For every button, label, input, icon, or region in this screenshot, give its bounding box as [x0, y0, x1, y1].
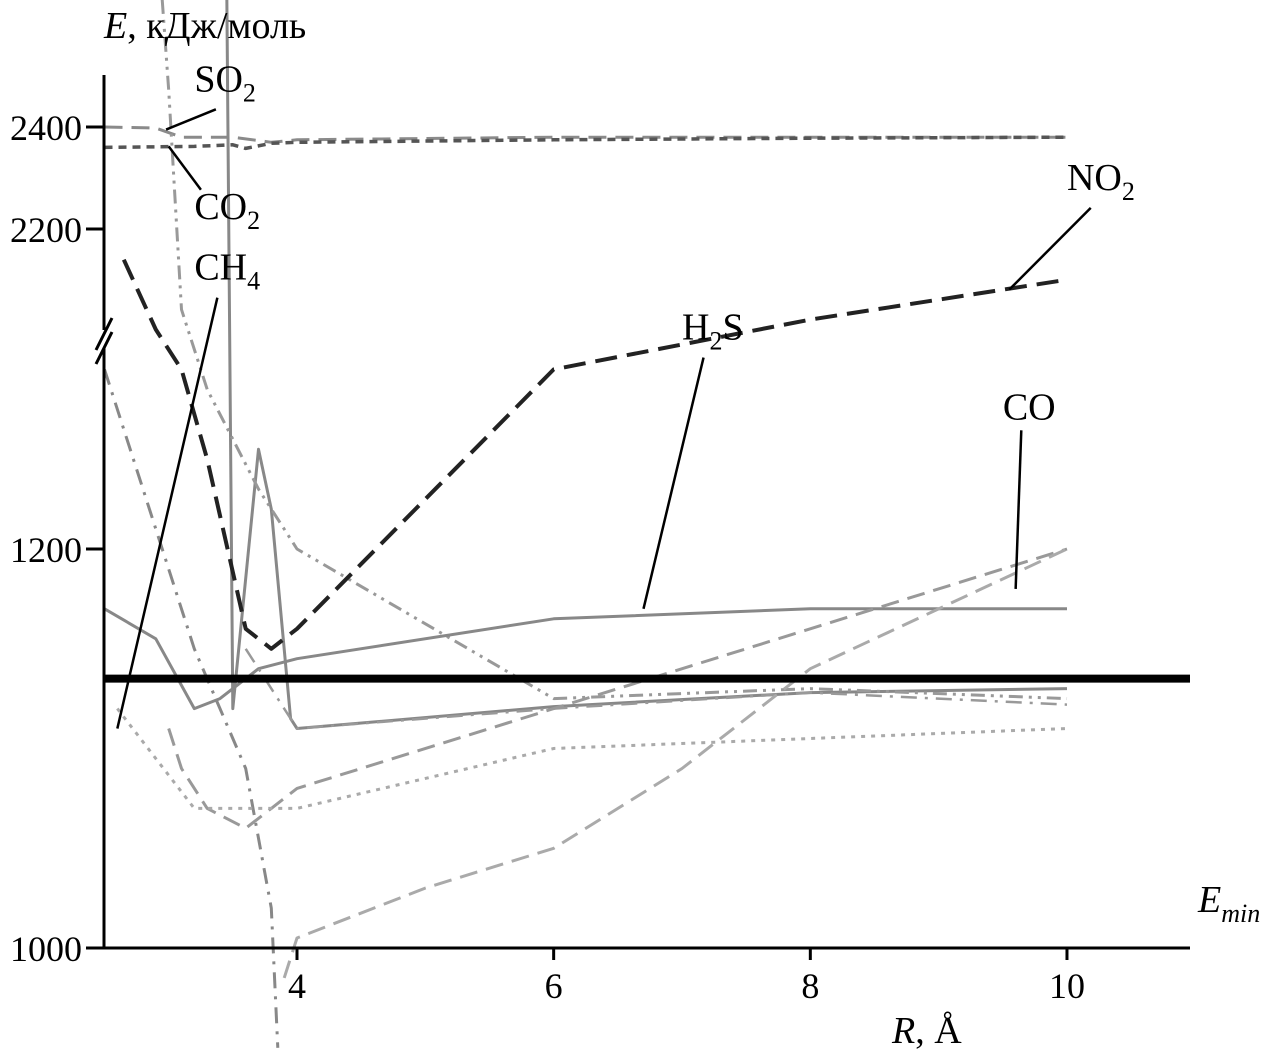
series-label-so2: SO2 — [194, 58, 256, 107]
series-line-h2s — [103, 607, 1067, 711]
series-label-no2: NO2 — [1067, 157, 1135, 206]
series-label-h2s: H2S — [682, 307, 744, 356]
x-tick-label: 6 — [545, 966, 563, 1006]
axis-break-mark — [94, 317, 114, 351]
y-tick-label: 2400 — [10, 108, 82, 148]
y-tick-label: 1200 — [10, 530, 82, 570]
axis-break-mark — [94, 331, 114, 365]
leader-lines-layer — [116, 108, 1092, 729]
series-layer — [103, 0, 1068, 1048]
leader-line-so2 — [165, 108, 217, 131]
y-tick-label: 2200 — [10, 210, 82, 250]
x-tick-label: 8 — [801, 966, 819, 1006]
series-label-co2: CO2 — [194, 186, 260, 235]
series-line-cl2 — [160, 0, 1068, 701]
series-line-ch4 — [103, 368, 280, 1048]
series-label-ch4: CH4 — [194, 247, 260, 296]
y-axis-title: E, кДж/моль — [103, 5, 306, 47]
series-line-nh3 — [225, 0, 1068, 730]
series-line-co — [167, 547, 1068, 830]
axes-layer: 4 6 8 10 1000 1200 2200 2400 — [10, 75, 1190, 1006]
series-line-co2 — [104, 135, 1068, 151]
leader-line-co2 — [167, 145, 202, 191]
series-line-unlabeled — [244, 648, 1068, 730]
leader-line-h2s — [642, 357, 705, 610]
series-line-unlabeled — [116, 707, 1068, 810]
series-label-co: CO — [1003, 386, 1056, 428]
x-tick-label: 4 — [288, 966, 306, 1006]
x-axis-title: R, Å — [891, 1010, 962, 1052]
labels-layer: SO2CO2NH3Cl2NO2H2SCOCH4 — [194, 58, 1135, 428]
series-line-no2 — [121, 258, 1068, 651]
series-line-unlabeled — [282, 547, 1068, 979]
leader-line-ch4 — [116, 297, 219, 729]
emin-label: Emin — [1197, 879, 1260, 928]
leader-line-no2 — [1008, 207, 1092, 291]
x-tick-label: 10 — [1049, 966, 1085, 1006]
y-tick-label: 1000 — [10, 929, 82, 969]
leader-line-co — [1014, 430, 1023, 589]
